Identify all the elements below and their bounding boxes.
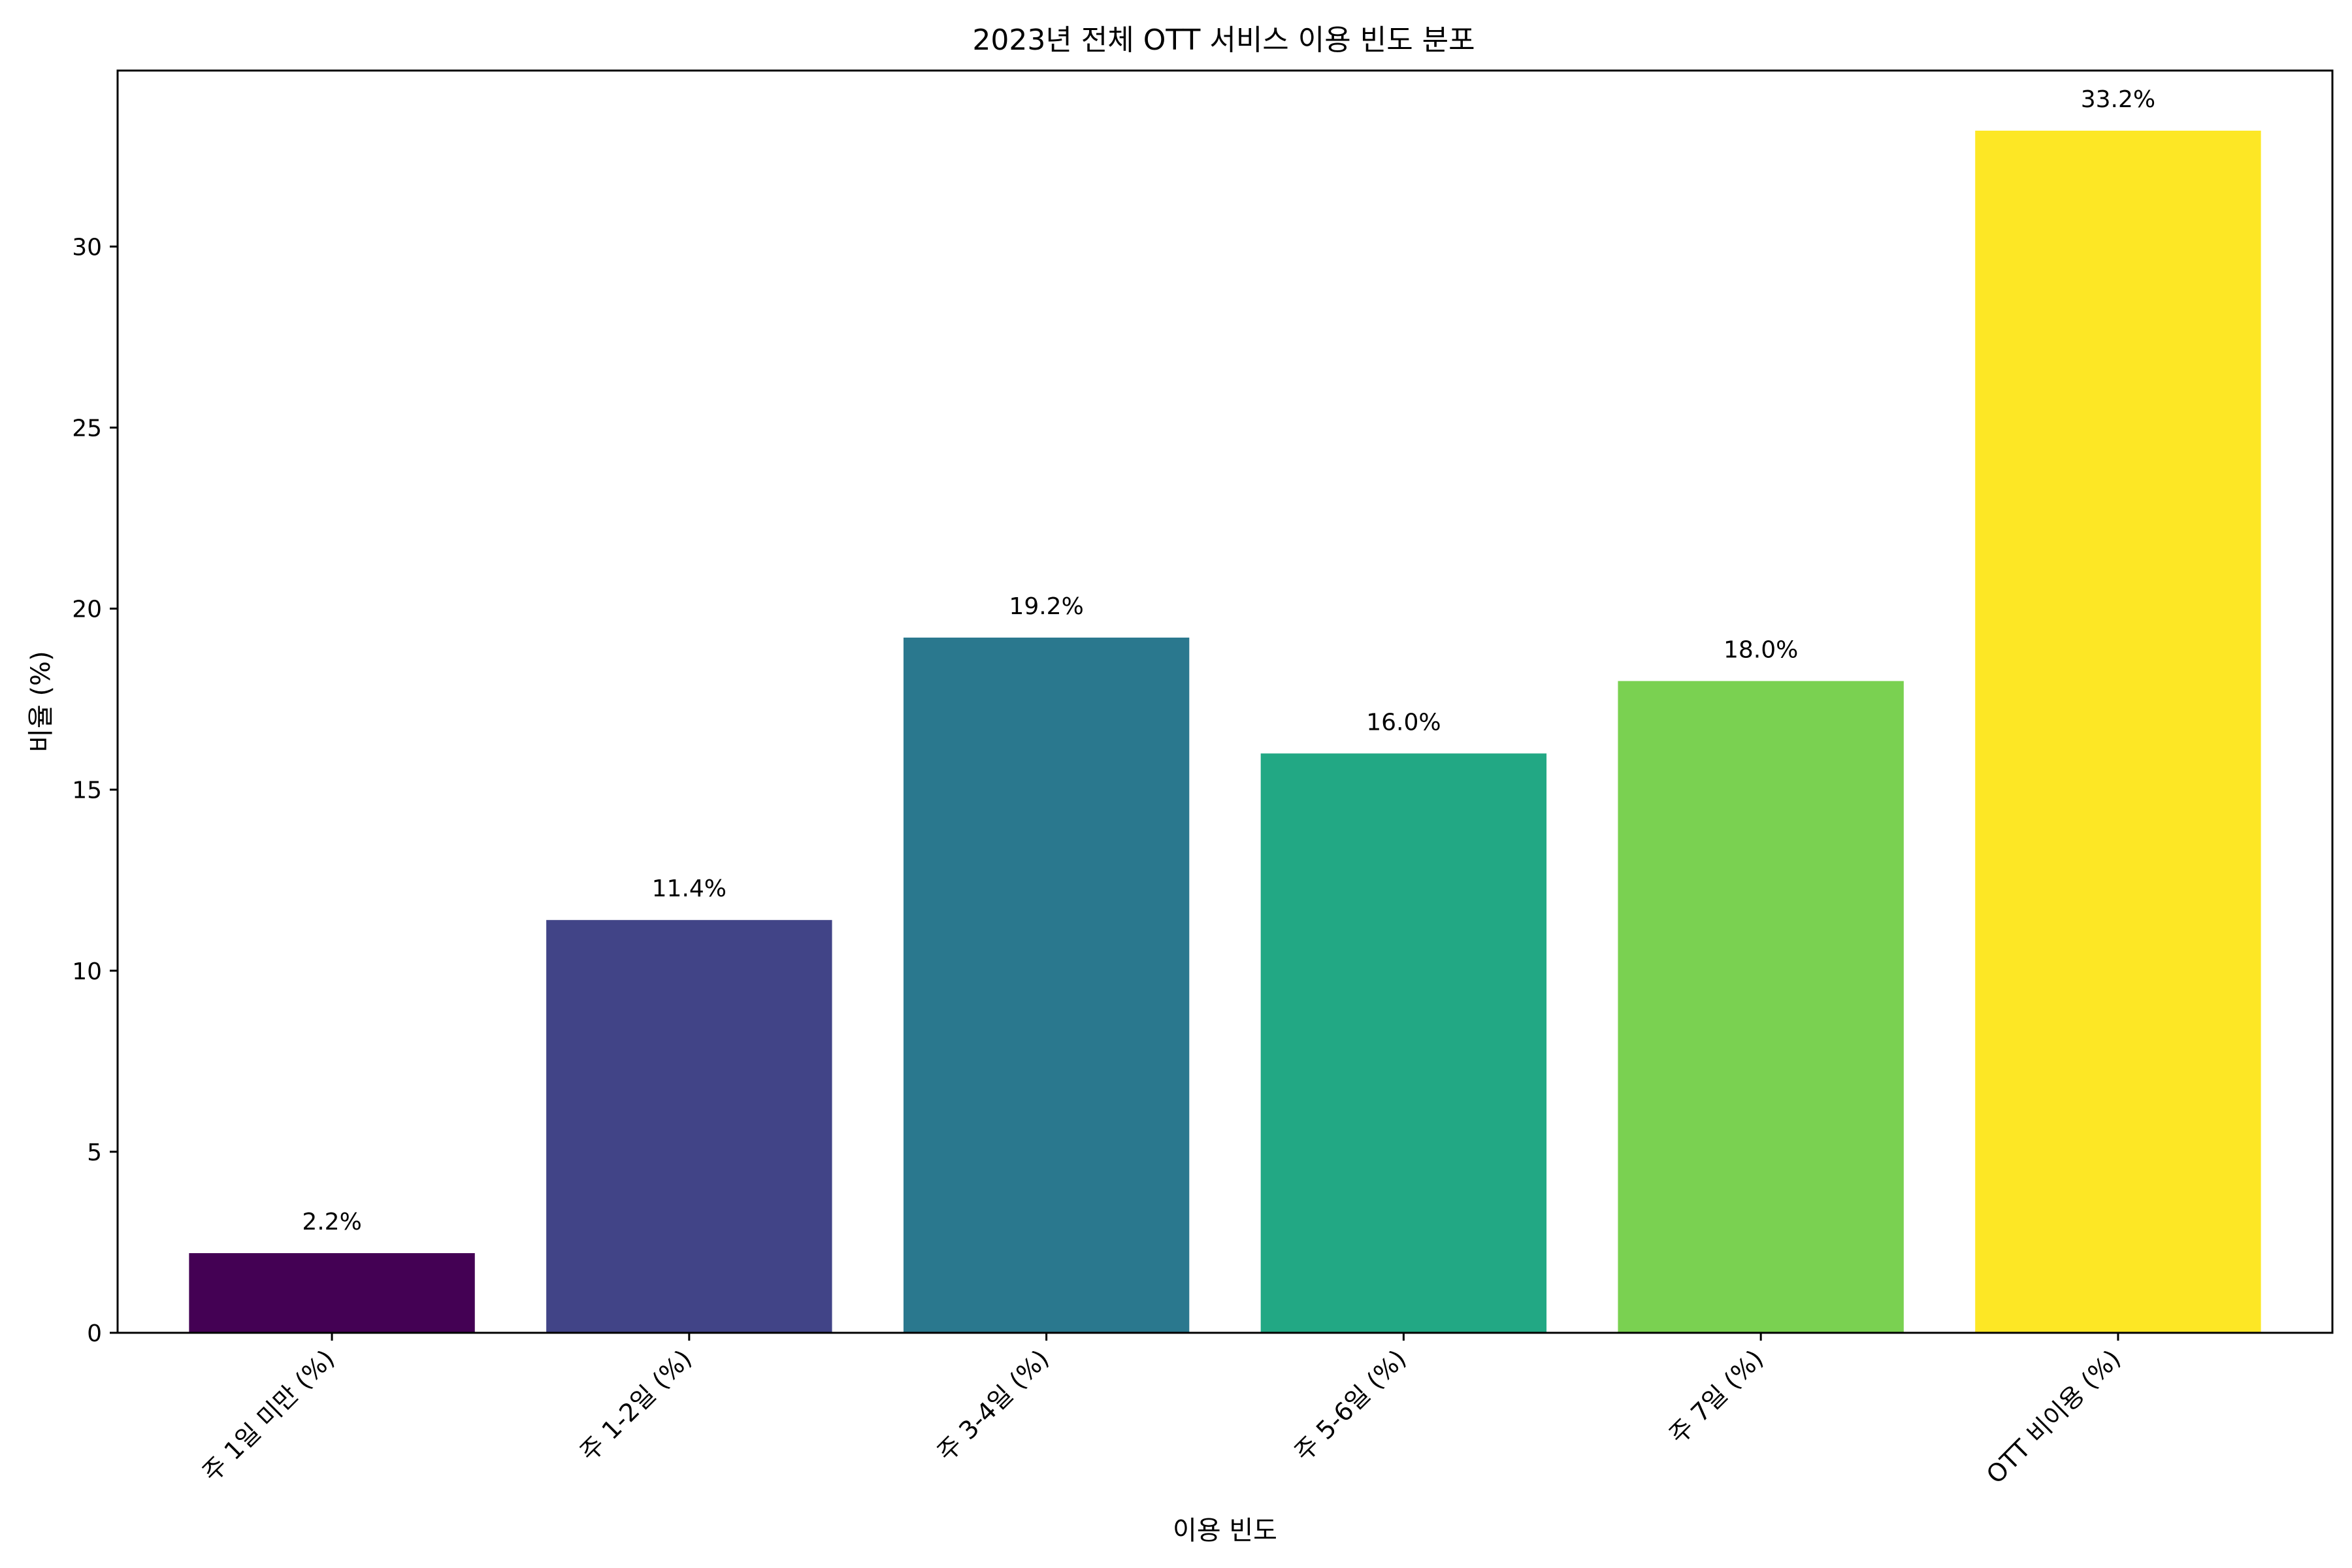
- y-axis-label: 비율 (%): [26, 651, 56, 753]
- bar-0: [189, 1253, 475, 1333]
- y-axis: 0 5 10 15 20 25 30: [72, 234, 118, 1347]
- data-label-5: 33.2%: [2081, 86, 2155, 113]
- y-tick-label-4: 20: [72, 596, 102, 623]
- bar-3: [1260, 753, 1547, 1333]
- y-tick-label-0: 0: [87, 1320, 102, 1347]
- y-tick-label-1: 5: [87, 1139, 102, 1166]
- y-tick-label-2: 10: [72, 958, 102, 985]
- y-tick-label-3: 15: [72, 777, 102, 804]
- x-axis-label: 이용 빈도: [1173, 1516, 1277, 1546]
- bar-5: [1975, 131, 2261, 1333]
- plot-area: 2.2% 11.4% 19.2% 16.0% 18.0% 33.2%: [189, 86, 2261, 1333]
- bar-2: [903, 637, 1190, 1333]
- data-label-1: 11.4%: [652, 875, 727, 902]
- chart-title: 2023년 전체 OTT 서비스 이용 빈도 분포: [972, 24, 1475, 57]
- bar-1: [546, 920, 832, 1333]
- y-tick-label-5: 25: [72, 415, 102, 442]
- data-label-2: 19.2%: [1009, 593, 1083, 620]
- plot-frame: [116, 69, 2334, 1334]
- data-label-3: 16.0%: [1366, 709, 1441, 736]
- data-label-0: 2.2%: [302, 1209, 361, 1235]
- y-tick-label-6: 30: [72, 234, 102, 261]
- data-label-4: 18.0%: [1723, 636, 1798, 663]
- bar-4: [1618, 681, 1904, 1333]
